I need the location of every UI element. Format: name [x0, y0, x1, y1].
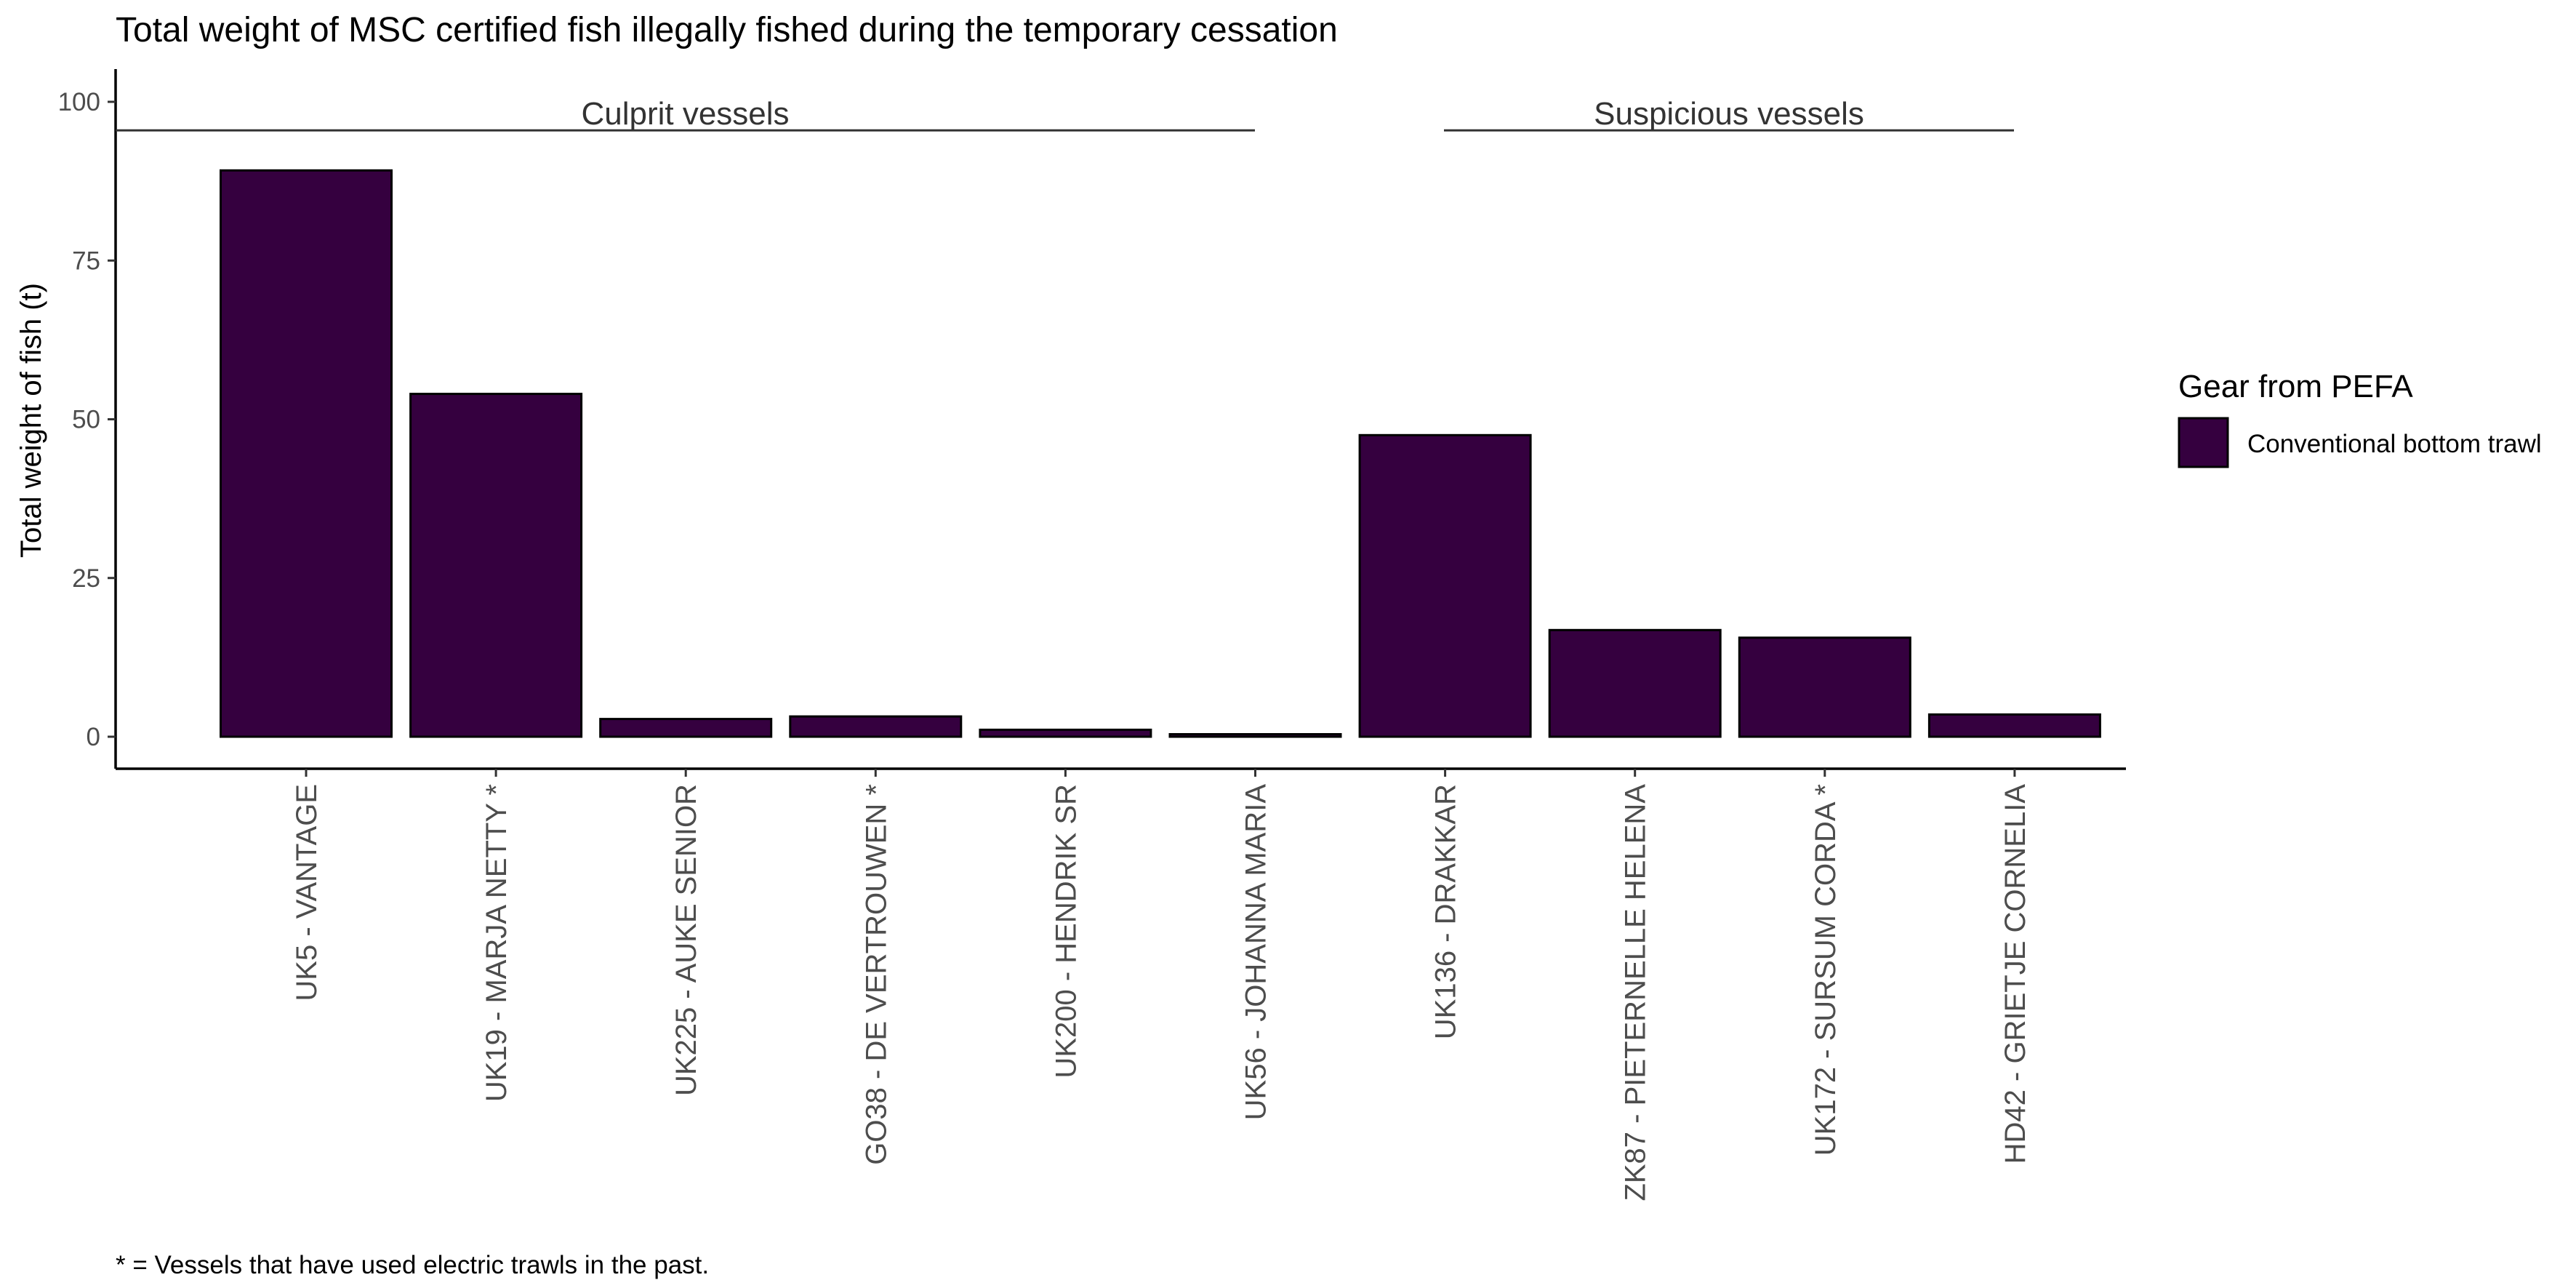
- group-label: Culprit vessels: [581, 96, 789, 132]
- bar: [1927, 713, 2101, 738]
- y-tick-label: 75: [72, 247, 100, 275]
- bar: [789, 715, 963, 738]
- bar: [599, 718, 773, 738]
- y-tick-label: 50: [72, 406, 100, 434]
- bar: [1738, 636, 1911, 738]
- legend-title: Gear from PEFA: [2178, 369, 2413, 404]
- bar: [220, 169, 393, 738]
- x-tick-label: HD42 - GRIETJE CORNELIA: [1999, 784, 2031, 1164]
- legend: Gear from PEFA Conventional bottom trawl: [2178, 369, 2542, 468]
- x-tick-label: UK5 - VANTAGE: [291, 784, 323, 1001]
- y-tick-label: 100: [58, 88, 100, 116]
- x-tick-label: ZK87 - PIETERNELLE HELENA: [1620, 784, 1652, 1201]
- bar: [1168, 733, 1342, 738]
- bar: [1548, 628, 1722, 738]
- x-tick-label: UK136 - DRAKKAR: [1430, 784, 1462, 1039]
- legend-swatch: [2178, 417, 2229, 468]
- x-tick-label: UK172 - SURSUM CORDA *: [1810, 784, 1842, 1156]
- chart-title: Total weight of MSC certified fish illeg…: [116, 11, 1338, 49]
- plot-area: 0 25 50 75 100 UK5 - VANTAGE UK19 - MARJA NETT…: [58, 69, 2126, 1201]
- x-tick-label: GO38 - DE VERTROUWEN *: [860, 784, 892, 1165]
- y-axis-label: Total weight of fish (t): [15, 283, 47, 558]
- y-tick-label: 0: [87, 723, 100, 751]
- x-tick-label: UK200 - HENDRIK SR: [1050, 784, 1082, 1079]
- y-tick-label: 25: [72, 564, 100, 593]
- bar: [409, 393, 583, 738]
- x-tick-label: UK56 - JOHANNA MARIA: [1240, 784, 1272, 1121]
- bar: [1358, 433, 1532, 738]
- x-tick-label: UK19 - MARJA NETTY *: [481, 784, 513, 1102]
- group-label: Suspicious vessels: [1594, 96, 1864, 132]
- footnote: * = Vessels that have used electric traw…: [116, 1251, 709, 1279]
- x-tick-label: UK225 - AUKE SENIOR: [670, 784, 702, 1096]
- legend-entry-label: Conventional bottom trawl: [2247, 430, 2542, 458]
- bar: [979, 728, 1152, 738]
